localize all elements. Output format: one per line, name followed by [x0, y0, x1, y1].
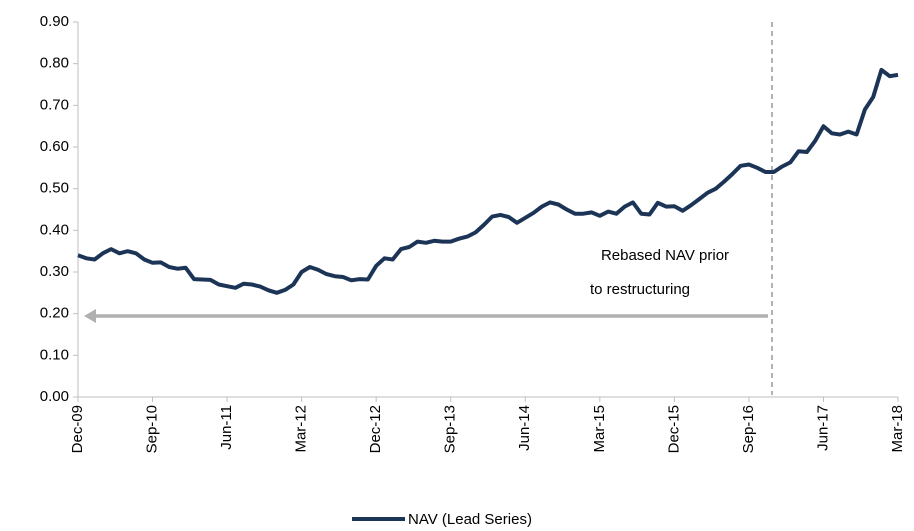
- arrow-head: [84, 309, 96, 323]
- x-tick-label: Jun-14: [516, 405, 533, 451]
- x-tick-label: Dec-15: [665, 405, 682, 453]
- x-tick-label: Dec-09: [69, 405, 86, 453]
- y-tick-label: 0.90: [40, 13, 69, 30]
- x-tick-label: Sep-13: [442, 405, 459, 453]
- nav-line: [77, 67, 899, 295]
- x-tick-label: Dec-12: [367, 405, 384, 453]
- y-tick-label: 0.70: [40, 96, 69, 113]
- y-tick-label: 0.60: [40, 138, 69, 155]
- annotation-text: Rebased NAV prior: [601, 247, 729, 264]
- x-tick-label: Sep-10: [144, 405, 161, 453]
- y-tick-label: 0.40: [40, 221, 69, 238]
- y-tick-label: 0.30: [40, 263, 69, 280]
- x-tick-label: Mar-15: [591, 405, 608, 453]
- annotation-text: to restructuring: [590, 281, 690, 298]
- y-tick-label: 0.20: [40, 305, 69, 322]
- y-tick-label: 0.10: [40, 346, 69, 363]
- x-tick-label: Jun-17: [814, 405, 831, 451]
- y-tick-label: 0.50: [40, 180, 69, 197]
- y-tick-label: 0.00: [40, 388, 69, 405]
- x-tick-label: Mar-12: [293, 405, 310, 453]
- x-tick-label: Mar-18: [889, 405, 906, 453]
- x-tick-label: Jun-11: [218, 405, 235, 450]
- y-tick-label: 0.80: [40, 55, 69, 72]
- x-tick-label: Sep-16: [740, 405, 757, 453]
- legend-label: NAV (Lead Series): [408, 511, 532, 528]
